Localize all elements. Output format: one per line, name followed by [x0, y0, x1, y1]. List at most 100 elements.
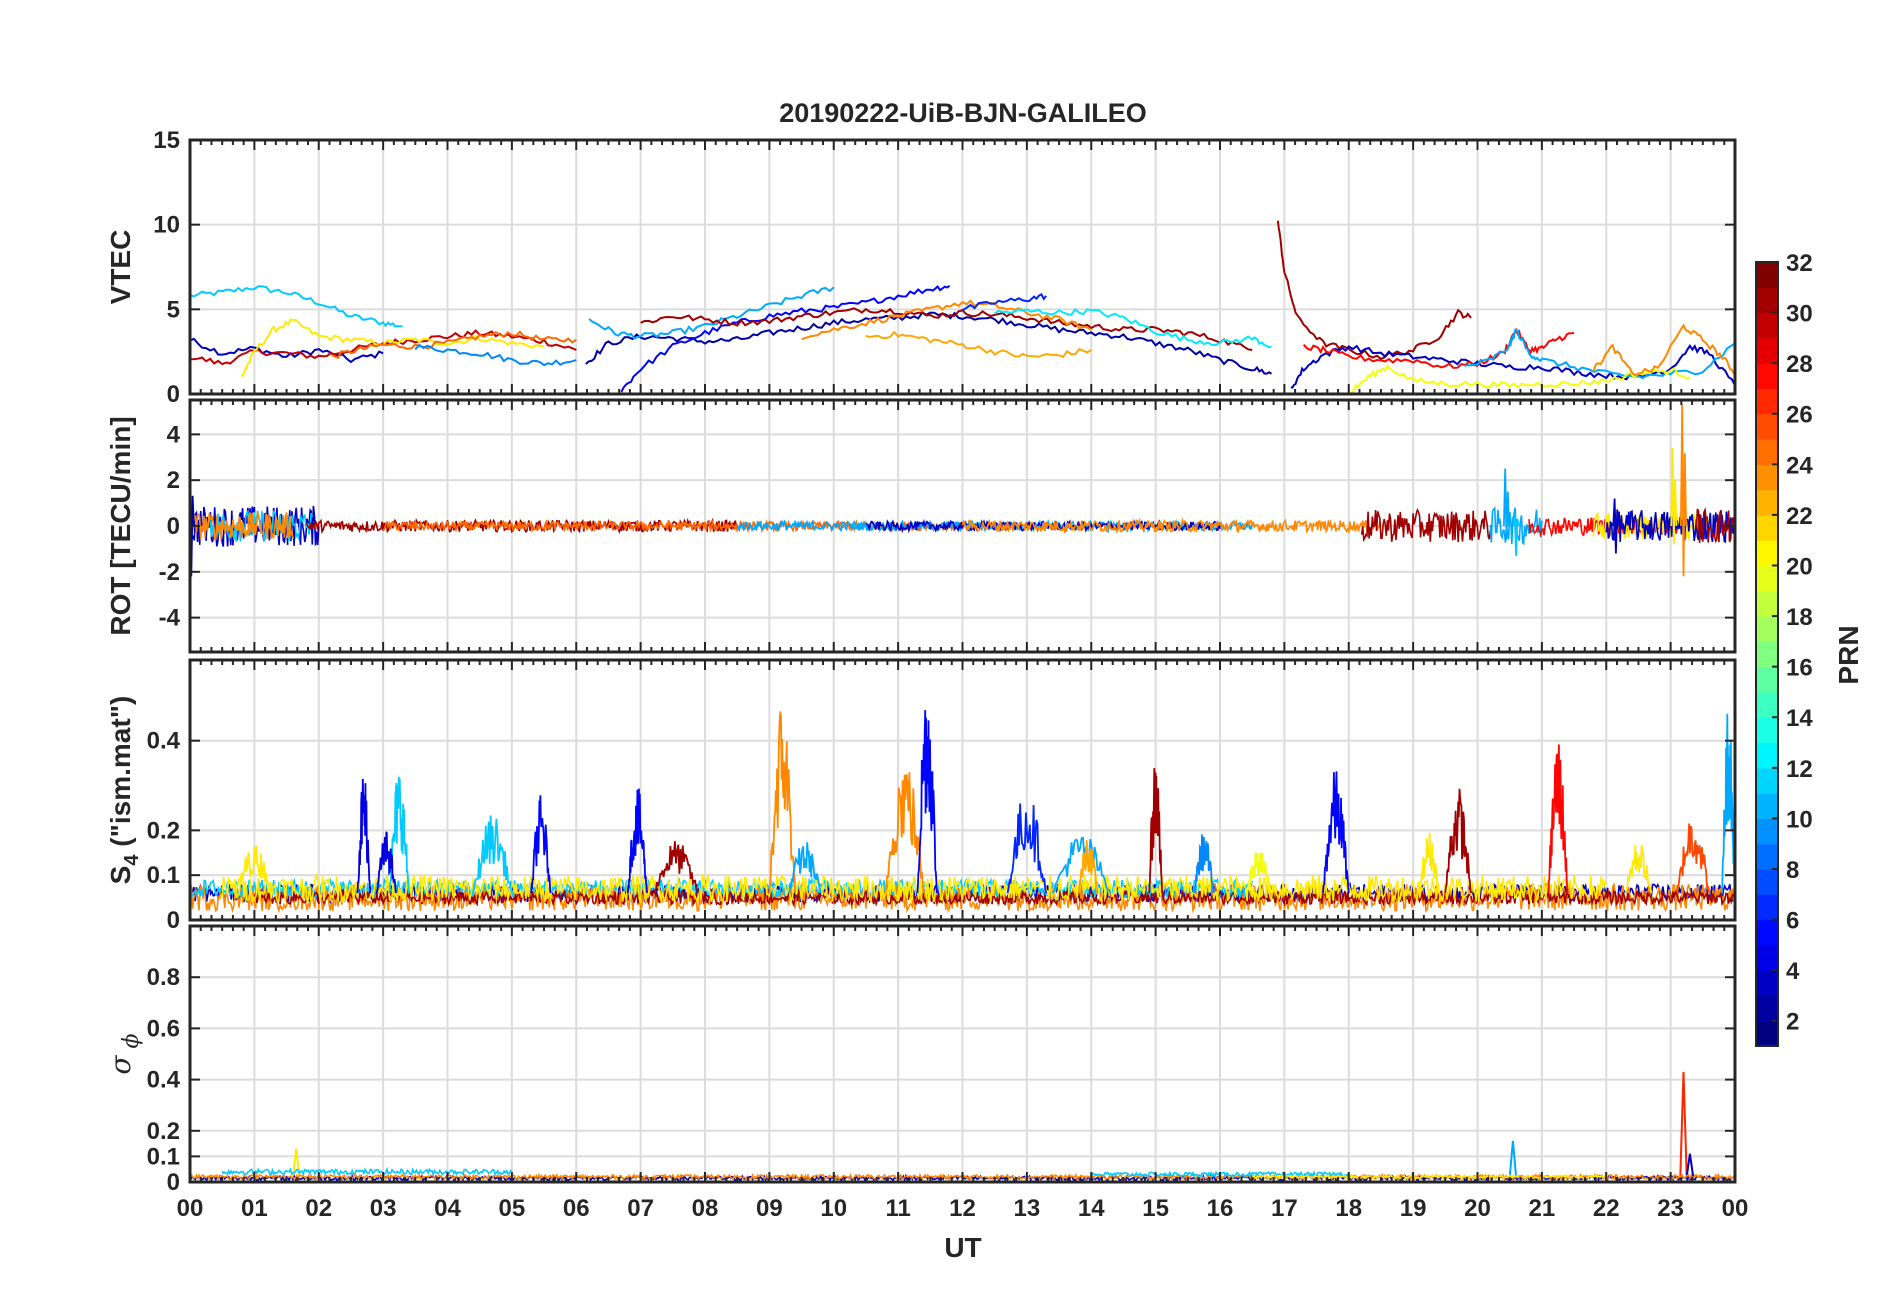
y-tick-label: 5 — [167, 296, 180, 323]
colorbar-tick-label: 18 — [1786, 604, 1813, 631]
y-axis-label: VTEC — [105, 230, 136, 305]
s4-burst-line — [1624, 844, 1653, 894]
chart-title: 20190222-UiB-BJN-GALILEO — [779, 98, 1147, 128]
x-tick-label: 06 — [563, 1195, 590, 1222]
vtec-series-line — [190, 337, 384, 364]
rot-series-line — [1360, 507, 1492, 543]
s4-burst-line — [1077, 840, 1099, 894]
colorbar-segment — [1756, 565, 1778, 592]
colorbar-segment — [1756, 995, 1778, 1022]
x-tick-label: 03 — [370, 1195, 397, 1222]
y-label-sub: 4 — [121, 854, 143, 866]
y-tick-label: 0.1 — [147, 862, 180, 889]
x-tick-label: 15 — [1142, 1195, 1169, 1222]
panel-data — [190, 220, 1735, 394]
colorbar-segment — [1756, 1020, 1778, 1047]
colorbar-segment — [1756, 287, 1778, 314]
y-tick-label: 0.8 — [147, 964, 180, 991]
colorbar-tick-label: 26 — [1786, 402, 1813, 429]
x-tick-label: 00 — [1722, 1195, 1749, 1222]
colorbar-segment — [1756, 793, 1778, 819]
s4-burst-line — [626, 788, 648, 894]
vtec-series-line — [801, 299, 1092, 341]
s4-burst-line — [472, 815, 513, 894]
colorbar-segment — [1756, 843, 1778, 870]
y-label-symbol: σ — [104, 1055, 137, 1075]
colorbar-tick-label: 28 — [1786, 351, 1813, 378]
s4-burst-line — [1418, 832, 1440, 894]
vtec-series-line — [588, 286, 835, 340]
colorbar-tick-label: 24 — [1786, 452, 1813, 479]
s4-burst-line — [787, 842, 822, 894]
y-tick-label: 0.4 — [147, 728, 181, 755]
colorbar-segment — [1756, 464, 1778, 491]
x-axis-label: UT — [944, 1232, 981, 1263]
y-tick-label: 10 — [153, 212, 180, 239]
sigma_phi-baseline-line — [1252, 1173, 1607, 1181]
colorbar-segment — [1756, 616, 1778, 642]
s4-burst-line — [652, 841, 700, 894]
s4-burst-line — [388, 776, 410, 894]
sigma-spike — [1685, 1153, 1695, 1178]
colorbar-segment — [1756, 717, 1778, 744]
colorbar-tick-label: 30 — [1786, 301, 1813, 328]
vtec-series-line — [994, 307, 1272, 349]
y-tick-label: 4 — [167, 421, 181, 448]
vtec-series-line — [190, 285, 403, 328]
s4-burst-line — [234, 845, 275, 894]
y-tick-label: 2 — [167, 467, 180, 494]
y-axis-label: σ ϕ — [104, 1033, 144, 1074]
vtec-series-line — [1290, 343, 1735, 389]
colorbar-label: PRN — [1833, 625, 1864, 684]
x-tick-label: 08 — [692, 1195, 719, 1222]
s4-burst-line — [1444, 788, 1472, 894]
y-tick-label: 0.6 — [147, 1015, 180, 1042]
y-tick-label: 0 — [167, 381, 180, 408]
y-tick-label: -2 — [159, 559, 180, 586]
colorbar-segment — [1756, 514, 1778, 541]
x-tick-label: 22 — [1593, 1195, 1620, 1222]
y-tick-label: 0.1 — [147, 1143, 180, 1170]
colorbar-segment — [1756, 970, 1778, 997]
rot-spike — [1670, 448, 1678, 545]
colorbar-tick-label: 10 — [1786, 806, 1813, 833]
s4-burst-line — [1193, 834, 1215, 894]
colorbar-segment — [1756, 666, 1778, 693]
y-tick-label: 0.2 — [147, 817, 180, 844]
s4-burst-line — [1244, 852, 1273, 894]
colorbar-segment — [1756, 742, 1778, 769]
x-tick-label: 12 — [949, 1195, 976, 1222]
colorbar-segment — [1756, 439, 1778, 465]
s4-burst-line — [1547, 744, 1569, 894]
colorbar-tick-label: 16 — [1786, 655, 1813, 682]
panel-s4: 00.10.20.4S4 ("ism.mat") — [105, 658, 1737, 934]
s4-burst-line — [1721, 713, 1735, 894]
s4-burst-line — [1322, 771, 1350, 894]
colorbar-tick-label: 2 — [1786, 1009, 1799, 1036]
colorbar-segment — [1756, 868, 1778, 895]
rot-series-line — [1695, 506, 1735, 544]
vtec-series-line — [640, 307, 1253, 351]
colorbar-tick-label: 4 — [1786, 958, 1800, 985]
y-label-sub: ϕ — [119, 1033, 144, 1055]
panel-data — [190, 710, 1735, 914]
x-tick-label: 13 — [1014, 1195, 1041, 1222]
colorbar-segment — [1756, 691, 1778, 718]
colorbar-segment — [1756, 540, 1778, 567]
x-tick-label: 19 — [1400, 1195, 1427, 1222]
colorbar-segment — [1756, 363, 1778, 390]
y-tick-label: 15 — [153, 127, 180, 154]
colorbar-segment — [1756, 818, 1778, 845]
colorbar-segment — [1756, 413, 1778, 440]
colorbar-frame — [1755, 261, 1779, 1047]
panel-rot: -4 -2 0 2 4 ROT [TECU/min] — [105, 398, 1737, 654]
rot-spike — [1503, 468, 1510, 540]
colorbar-tick-label: 20 — [1786, 553, 1813, 580]
x-tick-label: 18 — [1335, 1195, 1362, 1222]
x-tick-label: 00 — [177, 1195, 204, 1222]
vtec-series-line — [331, 330, 577, 360]
rot-series-line — [961, 517, 1382, 535]
